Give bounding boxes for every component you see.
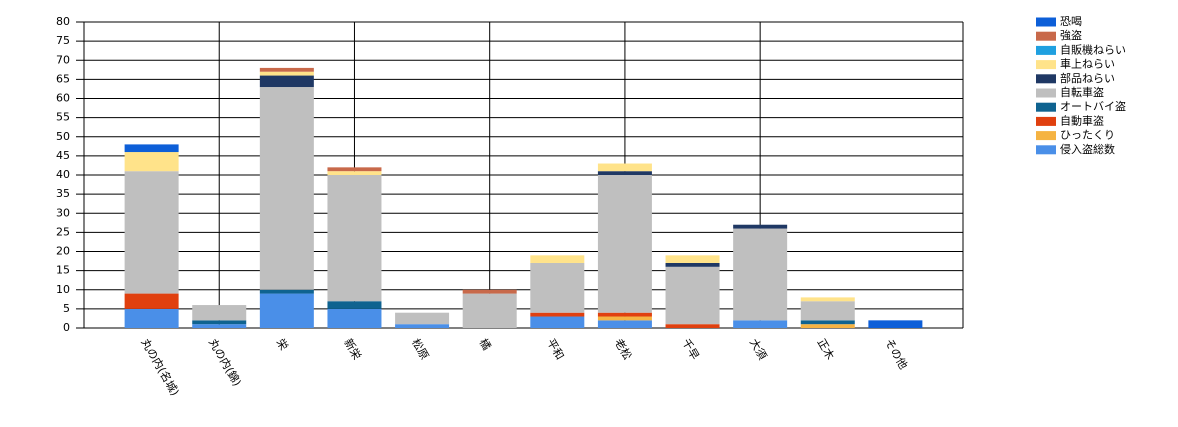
legend-swatch	[1036, 88, 1056, 98]
legend-label: 自販機ねらい	[1060, 42, 1126, 56]
bar-segment	[597, 175, 652, 313]
bar-segment	[192, 324, 247, 328]
bar-segment	[327, 171, 382, 175]
y-tick-label: 65	[56, 72, 70, 85]
legend-swatch	[1036, 116, 1056, 126]
bar-segment	[259, 87, 314, 290]
legend-swatch	[1036, 60, 1056, 70]
bar-segment	[597, 163, 652, 172]
bar-segment	[259, 293, 314, 328]
legend-swatch	[1036, 74, 1056, 84]
bar-segment	[597, 312, 652, 317]
y-tick-label: 60	[56, 92, 70, 105]
bar-segment	[530, 262, 585, 313]
bar-segment	[800, 324, 855, 328]
bar-segment	[327, 308, 382, 328]
y-tick-label: 40	[56, 168, 70, 181]
y-tick-label: 5	[63, 302, 70, 315]
x-tick-label: 正木	[815, 337, 837, 363]
y-tick-label: 15	[56, 264, 70, 277]
y-tick-label: 25	[56, 225, 70, 238]
legend-label: 自動車盗	[1060, 113, 1104, 127]
x-tick-label: 新栄	[341, 336, 364, 362]
bar-segment	[259, 289, 314, 294]
y-tick-label: 0	[63, 321, 70, 334]
y-tick-label: 20	[56, 245, 70, 258]
bar-segment	[124, 152, 179, 172]
legend-swatch	[1036, 31, 1056, 41]
bar-segment	[124, 171, 179, 294]
legend-swatch	[1036, 131, 1056, 141]
bar-segment	[800, 301, 855, 321]
bar-segment	[124, 308, 179, 328]
x-tick-label: その他	[882, 337, 910, 372]
legend-swatch	[1036, 102, 1056, 112]
x-tick-label: 丸の内(名城)	[138, 336, 182, 398]
legend-label: オートバイ盗	[1060, 100, 1126, 113]
legend-label: 侵入盗総数	[1060, 142, 1115, 156]
bar-segment	[462, 289, 517, 294]
bar-segment	[192, 320, 247, 325]
legend-label: 強盗	[1060, 29, 1082, 42]
bar-segment	[462, 293, 517, 328]
x-tick-label: 平和	[544, 337, 566, 363]
bar-segment	[124, 144, 179, 153]
x-tick-label: 松原	[409, 336, 432, 362]
y-tick-label: 55	[56, 111, 70, 124]
bar-segment	[124, 293, 179, 309]
legend-label: 恐喝	[1060, 15, 1082, 28]
bar-segment	[597, 316, 652, 321]
y-tick-label: 80	[56, 15, 70, 28]
legend-label: 自転車盗	[1060, 85, 1104, 99]
bar-segment	[259, 75, 314, 88]
bar-segment	[733, 320, 788, 328]
legend-label: ひったくり	[1060, 129, 1115, 142]
x-tick-label: 老松	[612, 336, 635, 362]
bar-segment	[665, 266, 720, 325]
bar-segment	[800, 320, 855, 325]
legend-label: 車上ねらい	[1060, 57, 1115, 71]
y-tick-label: 30	[56, 206, 70, 219]
x-tick-label: 栄	[274, 336, 292, 353]
bar-segment	[192, 305, 247, 321]
y-tick-label: 70	[56, 53, 70, 66]
y-tick-label: 10	[56, 283, 70, 296]
y-tick-label: 35	[56, 187, 70, 200]
y-tick-label: 50	[56, 130, 70, 143]
bar-segment	[259, 71, 314, 76]
bar-segment	[395, 312, 450, 325]
bar-segment	[800, 297, 855, 302]
bar-segment	[327, 167, 382, 172]
bar-segment	[327, 301, 382, 309]
bar-segment	[327, 175, 382, 302]
x-tick-label: 大須	[747, 336, 770, 362]
y-tick-label: 75	[56, 34, 70, 47]
x-tick-label: 丸の内(錦)	[206, 336, 244, 389]
y-tick-label: 45	[56, 149, 70, 162]
legend-swatch	[1036, 145, 1056, 155]
bar-segment	[530, 316, 585, 328]
bar-segment	[868, 320, 923, 328]
bar-segment	[597, 320, 652, 328]
bar-segment	[530, 312, 585, 317]
bar-segment	[259, 67, 314, 72]
bar-segment	[733, 224, 788, 229]
bar-segment	[530, 255, 585, 263]
legend-label: 部品ねらい	[1060, 71, 1115, 85]
x-tick-label: 橘	[476, 337, 493, 353]
legend-swatch	[1036, 45, 1056, 55]
x-tick-label: 千早	[679, 337, 701, 363]
bar-segment	[395, 324, 450, 328]
bar-segment	[733, 228, 788, 321]
bar-segment	[665, 255, 720, 263]
bar-segment	[597, 171, 652, 175]
bar-segment	[665, 262, 720, 267]
bar-segment	[665, 324, 720, 328]
legend-swatch	[1036, 17, 1056, 27]
